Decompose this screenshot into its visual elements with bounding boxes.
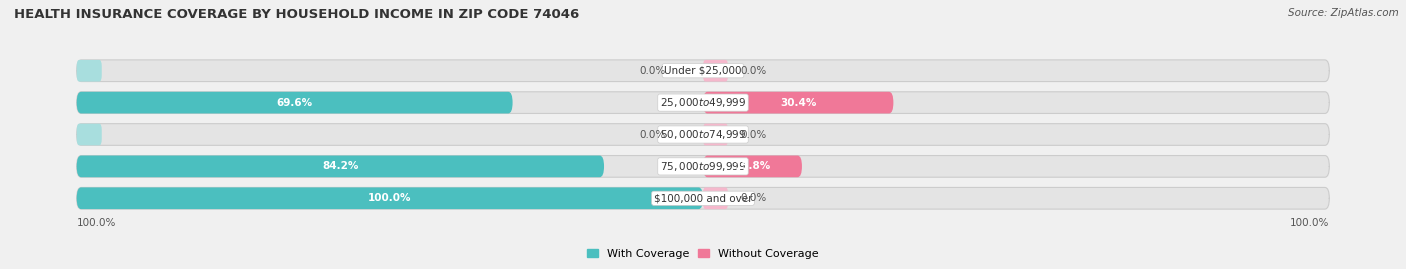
FancyBboxPatch shape	[77, 187, 703, 209]
Text: 0.0%: 0.0%	[640, 129, 665, 140]
FancyBboxPatch shape	[77, 155, 605, 177]
FancyBboxPatch shape	[77, 124, 101, 145]
Text: 100.0%: 100.0%	[1289, 218, 1329, 228]
Text: 15.8%: 15.8%	[734, 161, 770, 171]
Text: $25,000 to $49,999: $25,000 to $49,999	[659, 96, 747, 109]
Text: $100,000 and over: $100,000 and over	[654, 193, 752, 203]
FancyBboxPatch shape	[703, 60, 728, 82]
Text: 0.0%: 0.0%	[741, 129, 766, 140]
FancyBboxPatch shape	[77, 60, 101, 82]
Text: 0.0%: 0.0%	[741, 193, 766, 203]
Text: 100.0%: 100.0%	[368, 193, 412, 203]
FancyBboxPatch shape	[703, 124, 728, 145]
Text: 30.4%: 30.4%	[780, 98, 817, 108]
FancyBboxPatch shape	[77, 92, 513, 114]
Text: 0.0%: 0.0%	[640, 66, 665, 76]
Text: 84.2%: 84.2%	[322, 161, 359, 171]
Text: Source: ZipAtlas.com: Source: ZipAtlas.com	[1288, 8, 1399, 18]
FancyBboxPatch shape	[77, 92, 1329, 114]
Text: HEALTH INSURANCE COVERAGE BY HOUSEHOLD INCOME IN ZIP CODE 74046: HEALTH INSURANCE COVERAGE BY HOUSEHOLD I…	[14, 8, 579, 21]
FancyBboxPatch shape	[703, 155, 801, 177]
FancyBboxPatch shape	[77, 124, 1329, 145]
Text: $50,000 to $74,999: $50,000 to $74,999	[659, 128, 747, 141]
FancyBboxPatch shape	[77, 187, 1329, 209]
FancyBboxPatch shape	[703, 187, 728, 209]
Text: $75,000 to $99,999: $75,000 to $99,999	[659, 160, 747, 173]
FancyBboxPatch shape	[703, 92, 893, 114]
Text: 69.6%: 69.6%	[277, 98, 312, 108]
Text: 0.0%: 0.0%	[741, 66, 766, 76]
Text: Under $25,000: Under $25,000	[664, 66, 742, 76]
Text: 100.0%: 100.0%	[77, 218, 117, 228]
FancyBboxPatch shape	[77, 155, 1329, 177]
FancyBboxPatch shape	[77, 60, 1329, 82]
Legend: With Coverage, Without Coverage: With Coverage, Without Coverage	[582, 244, 824, 263]
